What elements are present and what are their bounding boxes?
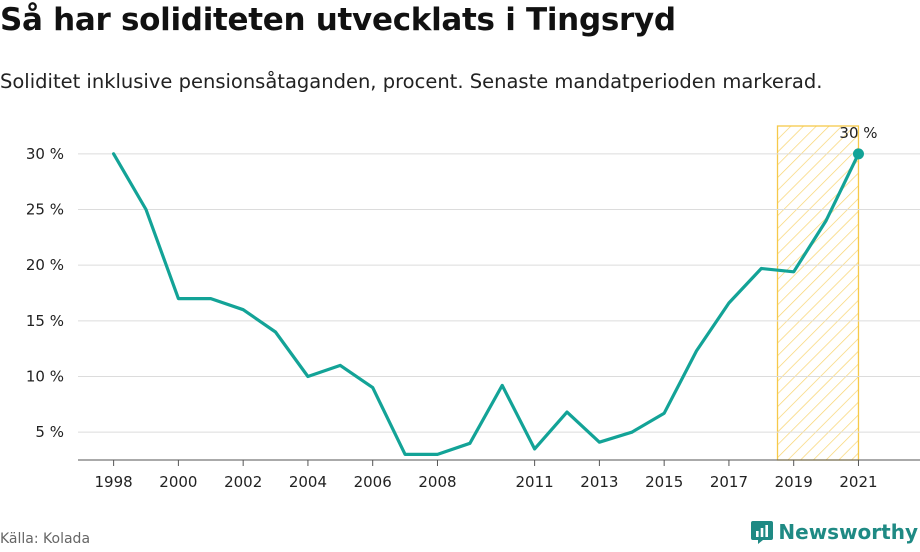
brand-name: Newsworthy (778, 520, 918, 544)
end-value-label: 30 % (839, 124, 877, 142)
x-tick-label: 2000 (159, 473, 197, 491)
x-tick-label: 2006 (354, 473, 392, 491)
y-tick-label: 20 % (26, 256, 64, 274)
x-tick-label: 2021 (839, 473, 877, 491)
x-tick-label: 2013 (580, 473, 618, 491)
chart-subtitle: Soliditet inklusive pensionsåtaganden, p… (0, 70, 823, 93)
y-tick-label: 5 % (35, 423, 64, 441)
x-tick-label: 2011 (516, 473, 554, 491)
newsworthy-logo-icon (751, 521, 774, 544)
y-tick-label: 30 % (26, 145, 64, 163)
y-tick-label: 10 % (26, 368, 64, 386)
x-tick-label: 2015 (645, 473, 683, 491)
y-tick-label: 25 % (26, 201, 64, 219)
x-tick-label: 2008 (418, 473, 456, 491)
x-tick-label: 2004 (289, 473, 327, 491)
x-tick-label: 2002 (224, 473, 262, 491)
end-point-marker (852, 148, 864, 160)
y-tick-label: 15 % (26, 312, 64, 330)
x-tick-label: 2017 (710, 473, 748, 491)
x-tick-label: 2019 (775, 473, 813, 491)
chart-title: Så har soliditeten utvecklats i Tingsryd (0, 2, 676, 38)
brand-logo: Newsworthy (751, 520, 918, 544)
source-note: Källa: Kolada (0, 531, 91, 547)
series-line (111, 152, 861, 456)
x-tick-label: 1998 (95, 473, 133, 491)
